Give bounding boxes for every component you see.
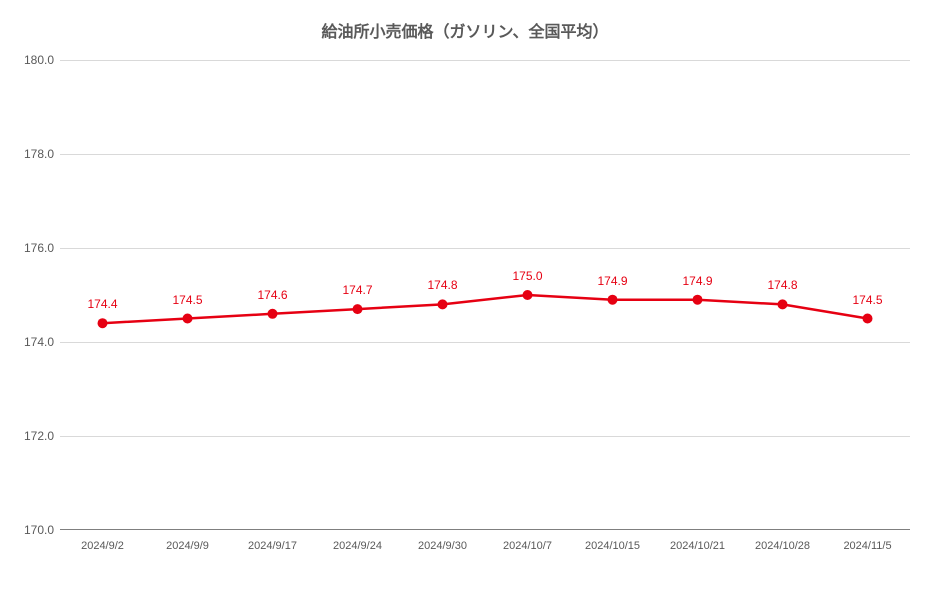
x-tick-label: 2024/11/5 — [843, 540, 891, 552]
data-label: 174.9 — [597, 274, 627, 288]
data-label: 175.0 — [512, 269, 542, 283]
y-tick-label: 178.0 — [6, 147, 54, 161]
x-tick-label: 2024/10/21 — [670, 540, 725, 552]
data-label: 174.9 — [682, 274, 712, 288]
grid-line — [60, 436, 910, 437]
x-tick-label: 2024/10/28 — [755, 540, 810, 552]
data-label: 174.5 — [852, 293, 882, 307]
data-point — [268, 309, 278, 319]
y-tick-label: 180.0 — [6, 53, 54, 67]
grid-line — [60, 60, 910, 61]
data-point — [183, 314, 193, 324]
data-label: 174.8 — [767, 278, 797, 292]
data-label: 174.7 — [342, 283, 372, 297]
data-label: 174.5 — [172, 293, 202, 307]
data-label: 174.8 — [427, 278, 457, 292]
grid-line — [60, 154, 910, 155]
data-point — [693, 295, 703, 305]
chart-container: 給油所小売価格（ガソリン、全国平均） 170.0 172.0 174.0 176.0 1… — [0, 0, 930, 591]
series-line — [103, 295, 868, 323]
x-tick-label: 2024/9/17 — [248, 540, 297, 552]
x-tick-label: 2024/9/9 — [166, 540, 209, 552]
grid-line — [60, 248, 910, 249]
x-tick-label: 2024/10/15 — [585, 540, 640, 552]
data-point — [863, 314, 873, 324]
y-tick-label: 174.0 — [6, 335, 54, 349]
data-point — [98, 318, 108, 328]
y-tick-label: 176.0 — [6, 241, 54, 255]
x-tick-label: 2024/10/7 — [503, 540, 552, 552]
data-point — [608, 295, 618, 305]
data-label: 174.6 — [257, 288, 287, 302]
x-tick-label: 2024/9/30 — [418, 540, 467, 552]
grid-line — [60, 342, 910, 343]
y-tick-label: 170.0 — [6, 523, 54, 537]
x-tick-label: 2024/9/2 — [81, 540, 124, 552]
data-label: 174.4 — [87, 297, 117, 311]
data-point — [438, 299, 448, 309]
data-point — [353, 304, 363, 314]
chart-title: 給油所小売価格（ガソリン、全国平均） — [0, 18, 930, 42]
x-tick-label: 2024/9/24 — [333, 540, 382, 552]
data-point — [523, 290, 533, 300]
y-tick-label: 172.0 — [6, 429, 54, 443]
data-point — [778, 299, 788, 309]
